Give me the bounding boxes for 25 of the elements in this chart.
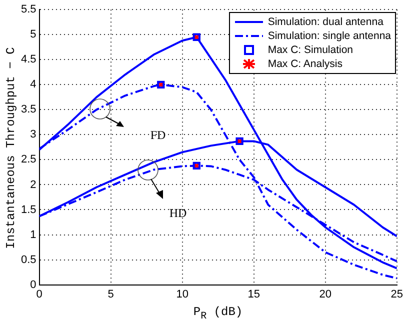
y-tick-label: 0 (30, 278, 36, 291)
y-tick-label: 1.5 (20, 204, 36, 216)
y-axis-title: Instantaneous Throughput − C (4, 47, 18, 249)
annotation: FD (150, 128, 166, 142)
legend-label: Max C: Analysis (268, 58, 343, 70)
legend-label: Simulation: single antenna (268, 30, 391, 42)
x-tick-label: 20 (319, 288, 332, 300)
y-tick-label: 3 (30, 128, 36, 141)
annotation: HD (169, 206, 187, 220)
x-tick-label: 15 (248, 288, 260, 300)
y-tick-label: 5 (30, 28, 36, 41)
y-tick-label: 0.5 (20, 254, 36, 266)
y-tick-label: 4.5 (20, 54, 36, 66)
y-tick-label: 4 (30, 78, 36, 91)
x-tick-label: 25 (390, 288, 404, 300)
y-tick-label: 2 (30, 178, 36, 191)
y-tick-label: 3.5 (20, 104, 36, 116)
x-tick-label: 10 (176, 288, 188, 300)
x-tick-label: 5 (108, 288, 114, 300)
legend-label: Max C: Simulation (268, 44, 354, 56)
x-axis-title: P$_{R}$ (dB) (192, 304, 244, 322)
y-tick-label: 2.5 (20, 154, 36, 166)
legend-label: Simulation: dual antenna (268, 16, 384, 28)
y-tick-label: 5.5 (20, 4, 36, 16)
y-tick-label: 1 (30, 228, 36, 241)
